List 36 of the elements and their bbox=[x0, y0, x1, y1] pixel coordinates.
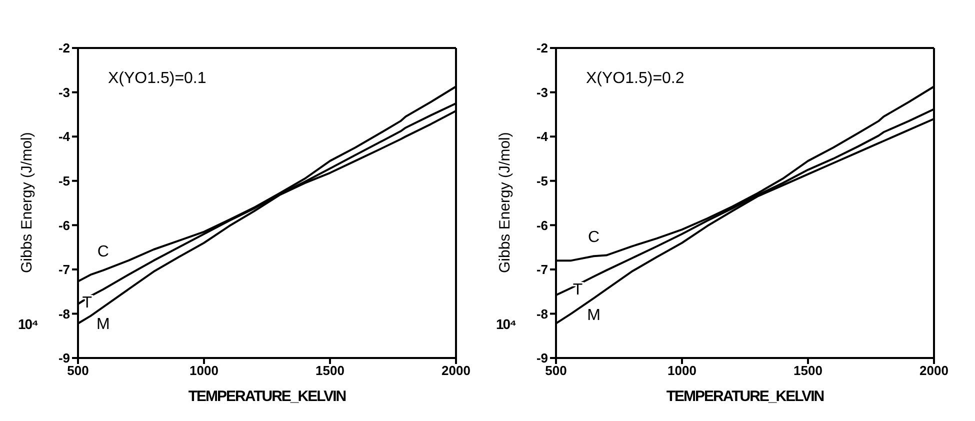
y-tick-label: -7 bbox=[58, 262, 70, 278]
y-tick-label: -3 bbox=[536, 84, 548, 100]
y-tick-label: -6 bbox=[536, 218, 548, 233]
x-tick-label: 500 bbox=[67, 363, 89, 378]
y-tick-label: -9 bbox=[536, 350, 548, 366]
x-axis-title: TEMPERATURE_KELVIN bbox=[188, 388, 346, 405]
series-label: M bbox=[96, 316, 110, 334]
x-tick-label: 1000 bbox=[668, 363, 696, 378]
series-label: C bbox=[97, 243, 109, 260]
y-axis-title: Gibbs Energy (J/mol) bbox=[496, 132, 514, 273]
x-tick-label: 2000 bbox=[442, 363, 470, 378]
x-tick-label: 1500 bbox=[316, 363, 344, 378]
annotation: X(YO1.5)=0.1 bbox=[108, 70, 206, 88]
y-tick-label: -7 bbox=[536, 262, 548, 278]
y-tick-label: -8 bbox=[536, 306, 548, 322]
x-tick-label: 1500 bbox=[794, 363, 822, 378]
y-tick-label: -9 bbox=[58, 350, 70, 366]
text: 10⁴ bbox=[496, 316, 516, 332]
y-tick-label: -2 bbox=[536, 40, 548, 56]
x-tick-label: 1000 bbox=[190, 363, 218, 378]
x-tick-label: 500 bbox=[545, 363, 567, 378]
y-tick-label: -8 bbox=[58, 306, 70, 322]
y-tick-label: -4 bbox=[536, 129, 549, 144]
x-tick-label: 2000 bbox=[920, 363, 948, 378]
y-tick-label: -4 bbox=[58, 129, 71, 144]
y-tick-label: -5 bbox=[58, 173, 70, 188]
text: 10⁴ bbox=[18, 316, 38, 332]
y-axis-title: Gibbs Energy (J/mol) bbox=[18, 132, 36, 273]
annotation: X(YO1.5)=0.2 bbox=[586, 70, 684, 88]
x-axis-title: TEMPERATURE_KELVIN bbox=[666, 388, 824, 405]
y-tick-label: -2 bbox=[58, 40, 70, 56]
y-tick-label: -6 bbox=[58, 218, 70, 233]
y-tick-label: -5 bbox=[536, 173, 548, 188]
series-label: M bbox=[587, 307, 600, 324]
series-label: C bbox=[588, 229, 600, 246]
y-tick-label: -3 bbox=[58, 84, 70, 100]
